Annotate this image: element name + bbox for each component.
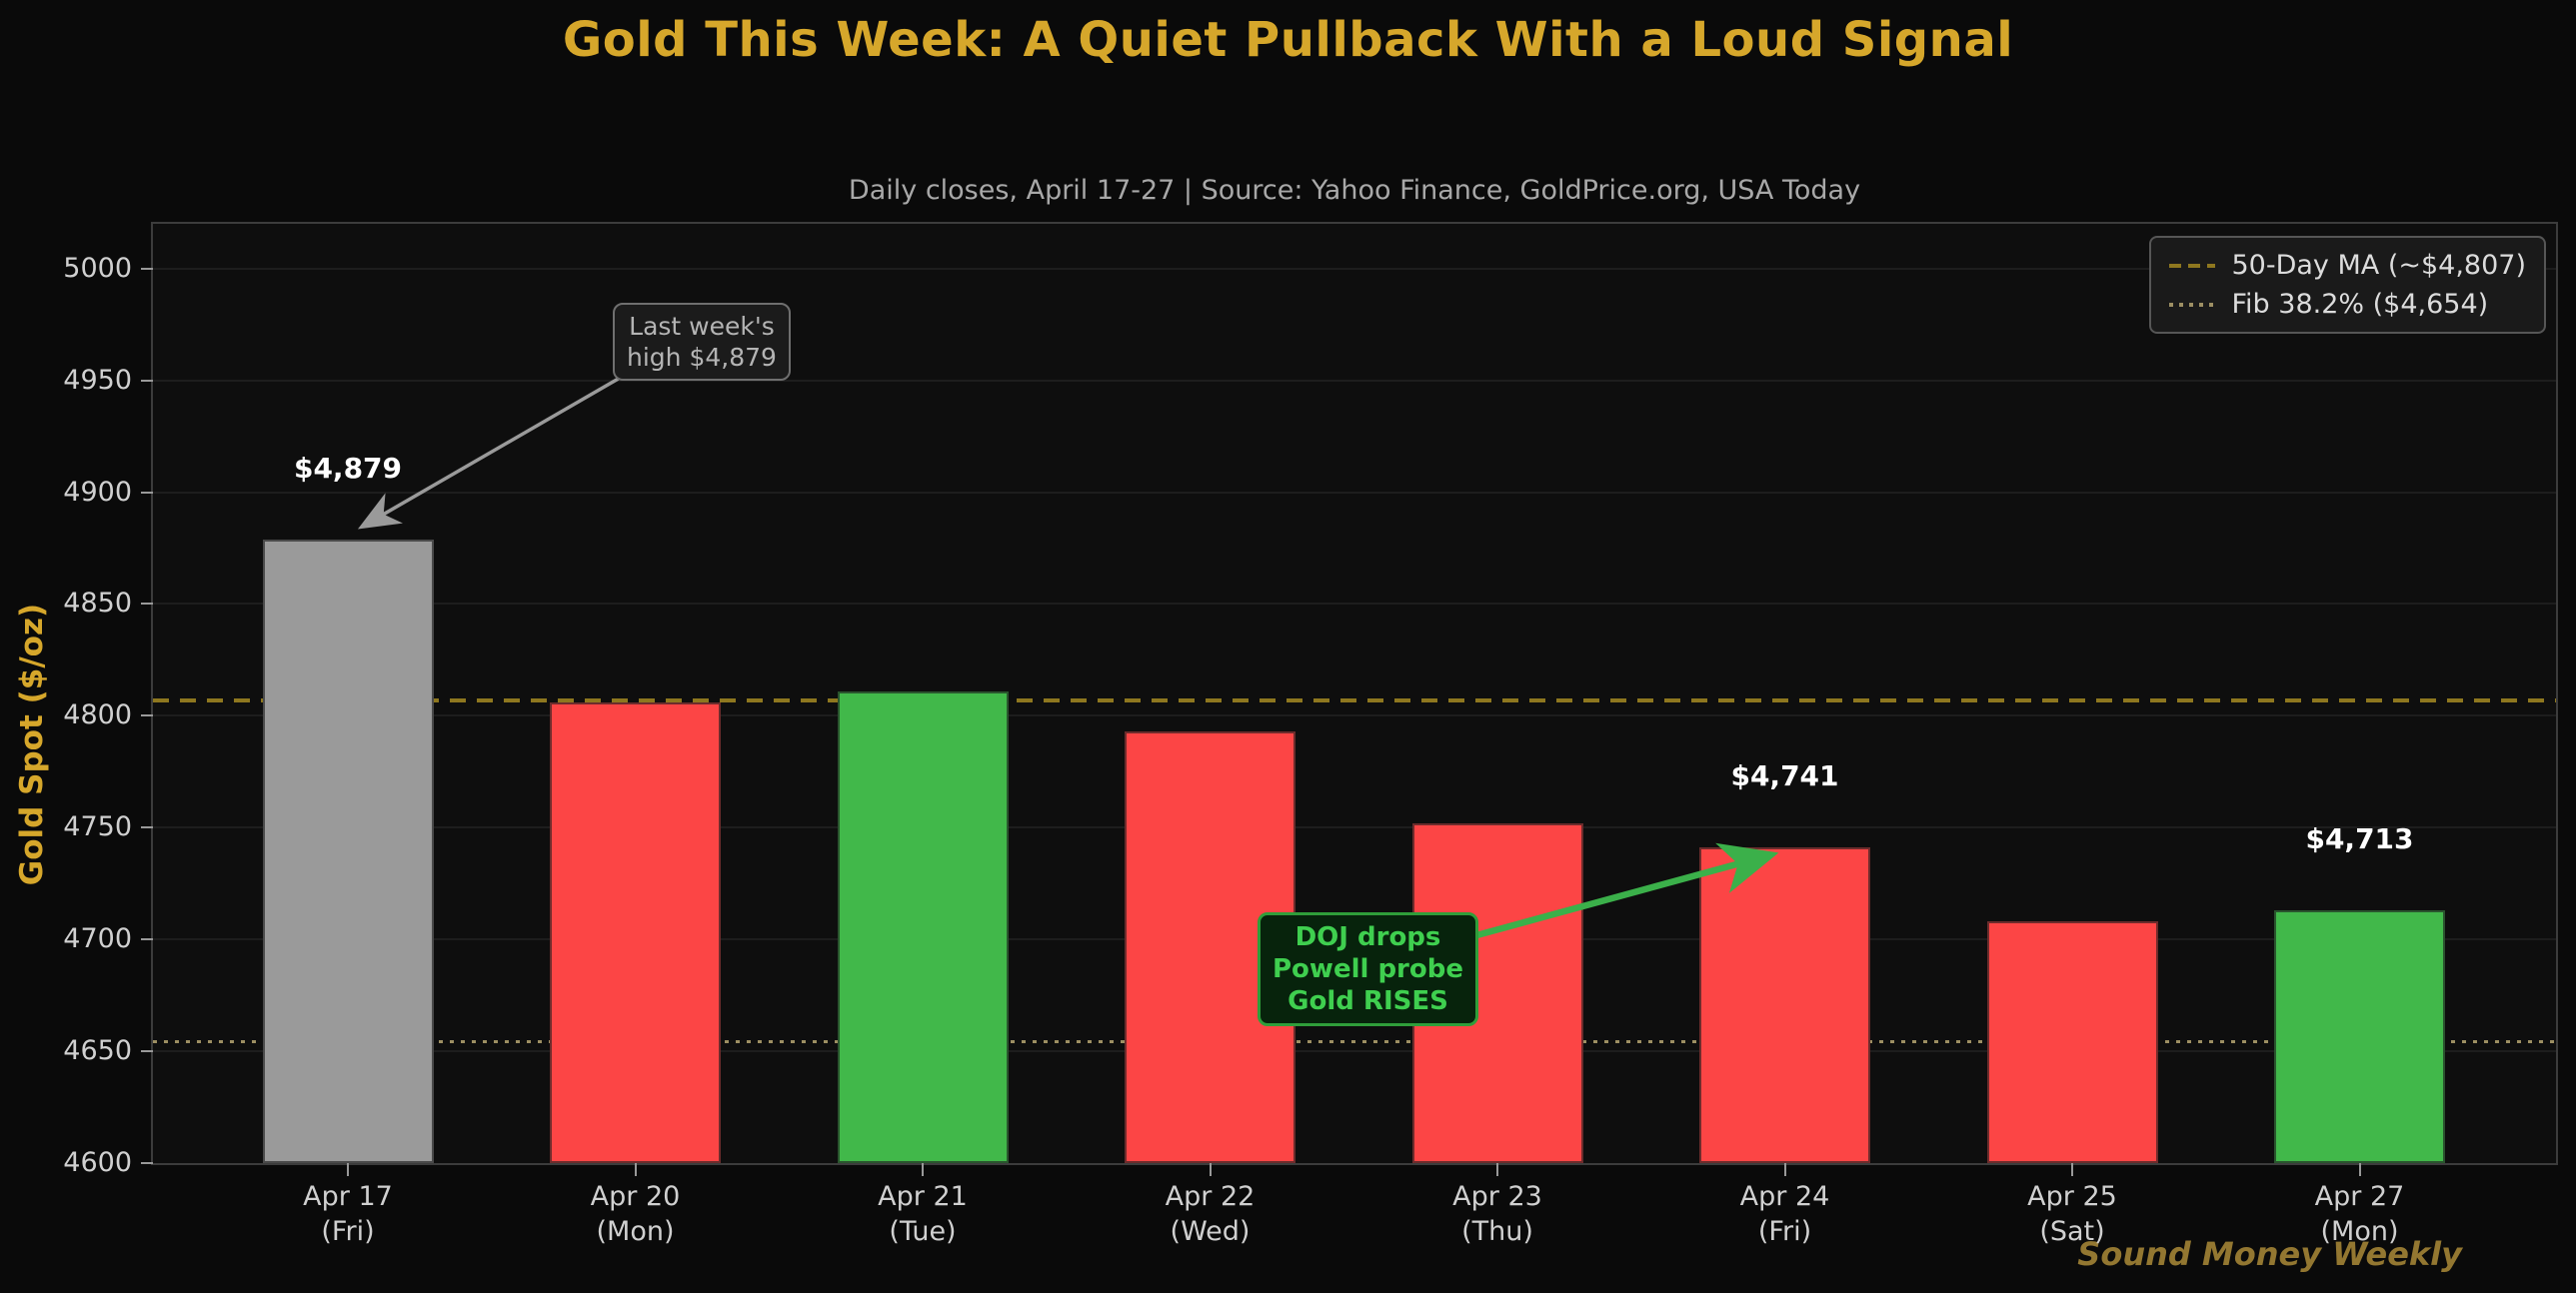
- x-tick-date: Apr 22: [1165, 1181, 1256, 1212]
- y-tick-mark: [141, 938, 153, 941]
- x-tick-weekday: (Thu): [1461, 1216, 1533, 1247]
- doj-annotation-line2: Powell probe: [1273, 954, 1463, 984]
- y-tick-mark: [141, 714, 153, 717]
- x-tick-weekday: (Fri): [321, 1216, 375, 1247]
- x-tick-mark: [347, 1163, 349, 1176]
- high-annotation-line1: Last week's: [629, 312, 775, 341]
- y-gridline: [153, 1050, 2556, 1053]
- y-tick-label: 4900: [63, 476, 132, 508]
- x-tick-weekday: (Mon): [2320, 1216, 2399, 1247]
- y-tick-mark: [141, 379, 153, 382]
- x-tick-weekday: (Sat): [2039, 1216, 2105, 1247]
- ma-dashed-line: [153, 697, 2556, 702]
- y-tick-label: 4650: [63, 1035, 132, 1067]
- bar-apr-17: [262, 539, 434, 1163]
- legend-row-fib: Fib 38.2% ($4,654): [2169, 289, 2526, 320]
- x-tick-date: Apr 21: [878, 1181, 968, 1212]
- y-tick-label: 4600: [63, 1147, 132, 1178]
- doj-annotation-line3: Gold RISES: [1288, 986, 1448, 1016]
- y-tick-mark: [141, 826, 153, 829]
- dotted-line-sample-icon: [2169, 302, 2216, 307]
- legend-row-ma: 50-Day MA (~$4,807): [2169, 250, 2526, 281]
- high-annotation-line2: high $4,879: [627, 343, 777, 372]
- y-axis-label: Gold Spot ($/oz): [14, 603, 50, 886]
- x-tick-date: Apr 17: [303, 1181, 393, 1212]
- bar-apr-20: [550, 701, 721, 1163]
- y-gridline: [153, 491, 2556, 494]
- x-tick-label: Apr 25 (Sat): [2027, 1179, 2117, 1249]
- x-tick-label: Apr 20 (Mon): [591, 1179, 681, 1249]
- bar-value-label: $4,879: [293, 451, 403, 485]
- x-tick-label: Apr 21 (Tue): [878, 1179, 968, 1249]
- fib-dotted-line: [153, 1040, 2556, 1044]
- x-tick-date: Apr 24: [1739, 1181, 1830, 1212]
- x-tick-weekday: (Fri): [1757, 1216, 1812, 1247]
- y-gridline: [153, 603, 2556, 606]
- y-tick-mark: [141, 1162, 153, 1164]
- x-tick-mark: [634, 1163, 637, 1176]
- bar-apr-21: [837, 690, 1009, 1163]
- doj-annotation-box: DOJ drops Powell probe Gold RISES: [1258, 912, 1478, 1026]
- x-tick-mark: [2071, 1163, 2073, 1176]
- watermark: Sound Money Weekly: [2077, 1235, 2462, 1273]
- x-tick-weekday: (Mon): [596, 1216, 675, 1247]
- y-gridline: [153, 826, 2556, 829]
- y-tick-label: 4700: [63, 923, 132, 955]
- legend-label-ma: 50-Day MA (~$4,807): [2231, 250, 2526, 281]
- legend: 50-Day MA (~$4,807) Fib 38.2% ($4,654): [2149, 236, 2546, 334]
- y-gridline: [153, 714, 2556, 717]
- y-tick-mark: [141, 491, 153, 494]
- bar-apr-24: [1699, 847, 1870, 1163]
- y-tick-label: 4950: [63, 364, 132, 396]
- bar-value-label: $4,713: [2305, 822, 2414, 856]
- x-tick-date: Apr 25: [2027, 1181, 2117, 1212]
- x-tick-label: Apr 17 (Fri): [303, 1179, 393, 1249]
- chart-subtitle: Daily closes, April 17-27 | Source: Yaho…: [848, 175, 1861, 206]
- y-tick-label: 5000: [63, 252, 132, 284]
- x-tick-label: Apr 22 (Wed): [1166, 1179, 1256, 1249]
- x-tick-mark: [1209, 1163, 1212, 1176]
- y-tick-mark: [141, 267, 153, 270]
- x-tick-mark: [1496, 1163, 1498, 1176]
- x-tick-mark: [922, 1163, 924, 1176]
- dashed-line-sample-icon: [2169, 263, 2216, 268]
- bar-apr-25: [1986, 921, 2158, 1163]
- legend-label-fib: Fib 38.2% ($4,654): [2231, 289, 2489, 320]
- x-tick-date: Apr 23: [1452, 1181, 1542, 1212]
- high-annotation-box: Last week's high $4,879: [613, 303, 791, 381]
- y-tick-label: 4750: [63, 811, 132, 843]
- x-tick-date: Apr 20: [590, 1181, 681, 1212]
- y-tick-mark: [141, 1050, 153, 1053]
- chart-title: Gold This Week: A Quiet Pullback With a …: [562, 12, 2014, 68]
- y-gridline: [153, 379, 2556, 382]
- doj-annotation-line1: DOJ drops: [1294, 922, 1441, 952]
- y-tick-mark: [141, 603, 153, 606]
- x-tick-mark: [1783, 1163, 1786, 1176]
- x-tick-weekday: (Tue): [889, 1216, 957, 1247]
- y-tick-label: 4850: [63, 588, 132, 620]
- x-tick-weekday: (Wed): [1170, 1216, 1251, 1247]
- x-tick-date: Apr 27: [2314, 1181, 2405, 1212]
- x-tick-label: Apr 24 (Fri): [1740, 1179, 1830, 1249]
- y-tick-label: 4800: [63, 699, 132, 731]
- bar-value-label: $4,741: [1730, 759, 1839, 793]
- bar-apr-27: [2274, 910, 2445, 1163]
- x-tick-label: Apr 23 (Thu): [1452, 1179, 1542, 1249]
- y-gridline: [153, 267, 2556, 270]
- x-tick-label: Apr 27 (Mon): [2315, 1179, 2405, 1249]
- x-tick-mark: [2358, 1163, 2361, 1176]
